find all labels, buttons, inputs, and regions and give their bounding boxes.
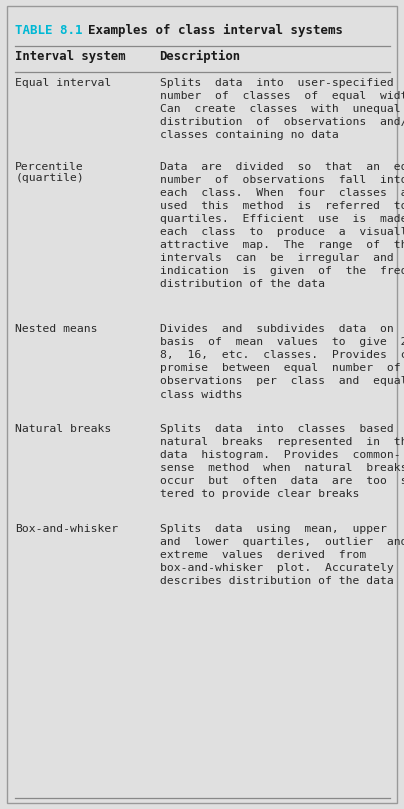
Text: Box-and-whisker: Box-and-whisker <box>15 524 118 534</box>
Text: Natural breaks: Natural breaks <box>15 424 112 434</box>
Text: Nested means: Nested means <box>15 324 98 334</box>
Text: Splits  data  into  user-specified
number  of  classes  of  equal  width.
Can  c: Splits data into user-specified number o… <box>160 78 404 140</box>
Text: Divides  and  subdivides  data  on  the
basis  of  mean  values  to  give  2,  4: Divides and subdivides data on the basis… <box>160 324 404 400</box>
Text: TABLE 8.1: TABLE 8.1 <box>15 24 83 37</box>
Text: Percentile
(quartile): Percentile (quartile) <box>15 162 84 184</box>
Text: Equal interval: Equal interval <box>15 78 112 87</box>
Text: Data  are  divided  so  that  an  equal
number  of  observations  fall  into
eac: Data are divided so that an equal number… <box>160 162 404 289</box>
Text: Examples of class interval systems: Examples of class interval systems <box>88 24 343 37</box>
Text: Splits  data  into  classes  based  on
natural  breaks  represented  in  the
dat: Splits data into classes based on natura… <box>160 424 404 499</box>
Text: Splits  data  using  mean,  upper
and  lower  quartiles,  outlier  and
extreme  : Splits data using mean, upper and lower … <box>160 524 404 586</box>
Text: Interval system: Interval system <box>15 50 126 63</box>
Text: Description: Description <box>160 50 241 63</box>
